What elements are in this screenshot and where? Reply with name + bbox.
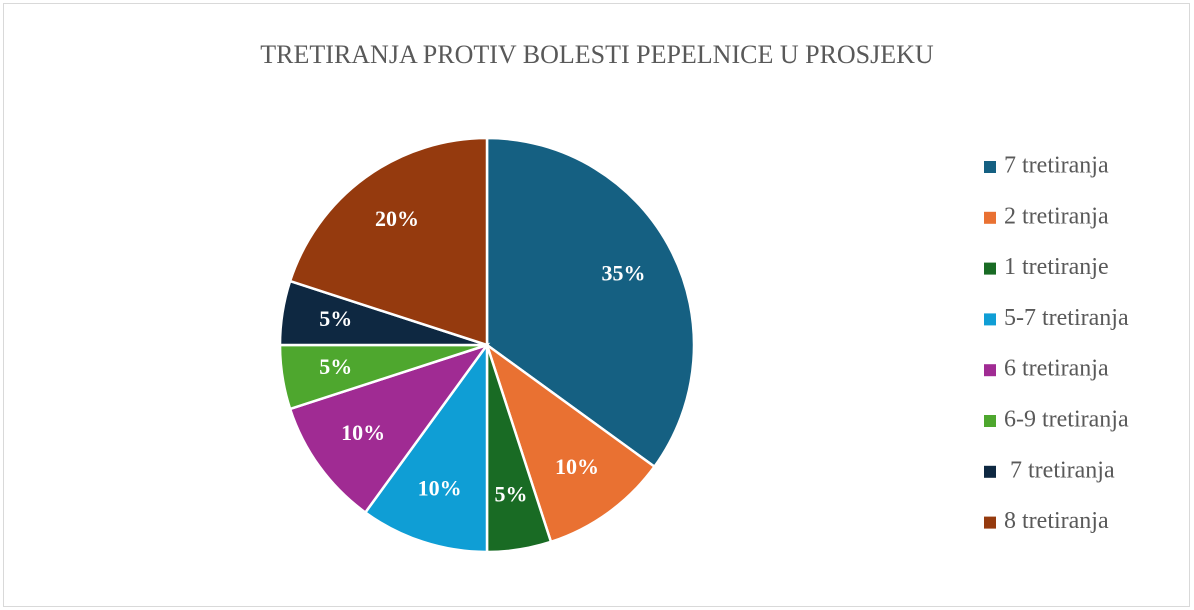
legend-label: 6-9 tretiranja xyxy=(1004,407,1129,433)
legend-label: 5-7 tretiranja xyxy=(1004,305,1129,331)
legend-label: 6 tretiranja xyxy=(1004,356,1109,382)
pie-slice xyxy=(363,341,489,554)
legend-swatch xyxy=(984,161,996,173)
legend-swatch xyxy=(984,364,996,377)
chart-title: TRETIRANJA PROTIV BOLESTI PEPELNICE U PR… xyxy=(260,40,934,69)
legend-label: 7 tretiranja xyxy=(1004,457,1115,483)
legend-label: 1 tretiranje xyxy=(1004,254,1109,280)
pie-slice xyxy=(288,342,491,515)
data-label: 5% xyxy=(319,306,352,331)
legend-label: 8 tretiranja xyxy=(1004,508,1109,534)
legend-swatch xyxy=(984,211,996,224)
legend-swatch xyxy=(984,262,996,275)
legend-swatch xyxy=(984,516,996,529)
data-label: 20% xyxy=(375,206,419,231)
data-label: 35% xyxy=(601,261,645,286)
data-label: 5% xyxy=(319,354,352,379)
pie-slice xyxy=(288,136,489,347)
legend-label: 2 tretiranja xyxy=(1004,203,1109,229)
pie-slice xyxy=(485,136,696,469)
data-label: 10% xyxy=(341,420,385,445)
pie-slice xyxy=(484,341,657,544)
data-label: 5% xyxy=(494,481,527,506)
data-label: 10% xyxy=(418,476,462,501)
data-label: 10% xyxy=(555,454,599,479)
legend-label: 7 tretiranja xyxy=(1004,153,1109,179)
legend-swatch xyxy=(984,415,996,427)
legend-swatch xyxy=(984,313,996,326)
legend-swatch xyxy=(984,465,996,478)
